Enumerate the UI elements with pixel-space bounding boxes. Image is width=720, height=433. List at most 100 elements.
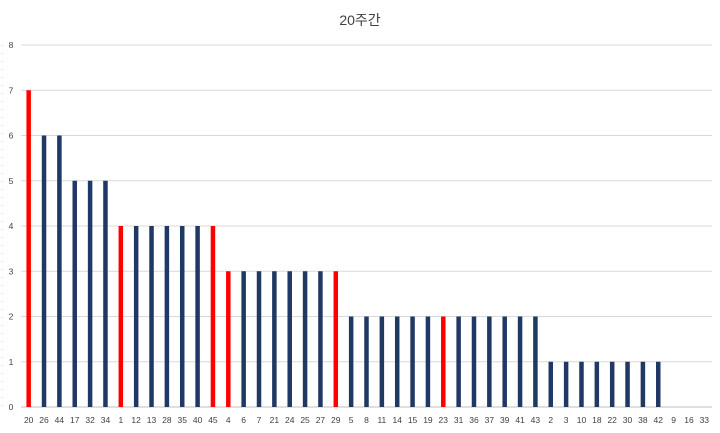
x-category-label: 38 xyxy=(638,415,648,425)
x-category-label: 29 xyxy=(331,415,341,425)
bar xyxy=(609,361,615,407)
x-category-label: 41 xyxy=(515,415,525,425)
x-category-label: 20 xyxy=(24,415,34,425)
bar xyxy=(579,361,584,407)
bar xyxy=(425,316,431,407)
x-category-label: 43 xyxy=(531,415,541,425)
bar xyxy=(272,271,277,407)
x-category-label: 3 xyxy=(564,415,569,425)
bar xyxy=(563,361,569,407)
x-category-label: 1 xyxy=(118,415,123,425)
bar xyxy=(241,271,246,407)
y-axis-tick-labels: 0 1 2 3 4 5 6 7 8 xyxy=(9,40,14,412)
x-category-label: 40 xyxy=(193,415,203,425)
x-category-label: 39 xyxy=(500,415,510,425)
x-category-label: 30 xyxy=(623,415,633,425)
x-category-label: 27 xyxy=(316,415,326,425)
y-tick-label: 0 xyxy=(9,402,14,412)
x-category-label: 6 xyxy=(241,415,246,425)
x-category-label: 9 xyxy=(671,415,676,425)
bar xyxy=(379,316,385,407)
x-category-label: 5 xyxy=(349,415,354,425)
y-tick-label: 3 xyxy=(9,266,14,276)
bar xyxy=(133,226,139,407)
x-category-label: 32 xyxy=(85,415,95,425)
bar xyxy=(364,316,369,407)
x-category-label: 45 xyxy=(208,415,218,425)
bar xyxy=(456,316,461,407)
bar xyxy=(487,316,492,407)
x-category-label: 21 xyxy=(270,415,280,425)
bar xyxy=(149,226,154,407)
bar xyxy=(87,180,93,407)
bar xyxy=(164,226,170,407)
y-tick-label: 4 xyxy=(9,221,14,231)
bar xyxy=(226,271,231,407)
x-category-label: 36 xyxy=(469,415,479,425)
x-category-label: 35 xyxy=(177,415,187,425)
x-category-label: 24 xyxy=(285,415,295,425)
bar xyxy=(502,316,507,407)
x-category-label: 17 xyxy=(70,415,80,425)
bar xyxy=(594,361,600,407)
x-category-label: 42 xyxy=(654,415,664,425)
x-category-label: 8 xyxy=(364,415,369,425)
bar xyxy=(256,271,262,407)
bar xyxy=(333,271,339,407)
x-category-label: 13 xyxy=(147,415,157,425)
x-axis-category-labels: 20 26 44 17 32 34 1 12 13 28 35 40 45 4 6 7 21 24 25 27 29 5 8… xyxy=(24,415,709,425)
bar xyxy=(517,316,523,407)
bar xyxy=(302,271,308,407)
bar xyxy=(348,316,354,407)
bar xyxy=(471,316,477,407)
bar xyxy=(103,180,108,407)
y-tick-label: 8 xyxy=(9,40,14,50)
x-category-label: 12 xyxy=(131,415,141,425)
x-category-label: 11 xyxy=(377,415,386,425)
x-category-label: 28 xyxy=(162,415,172,425)
bar xyxy=(57,135,62,407)
y-tick-label: 7 xyxy=(9,85,14,95)
x-category-label: 23 xyxy=(439,415,449,425)
x-category-label: 14 xyxy=(392,415,402,425)
bar xyxy=(656,361,661,407)
x-category-label: 10 xyxy=(577,415,587,425)
x-category-label: 19 xyxy=(423,415,433,425)
bar xyxy=(210,226,216,407)
x-category-label: 2 xyxy=(548,415,553,425)
x-category-label: 22 xyxy=(607,415,617,425)
bar xyxy=(318,271,323,407)
x-category-label: 4 xyxy=(226,415,231,425)
x-category-label: 37 xyxy=(485,415,495,425)
bar xyxy=(41,135,47,407)
bar xyxy=(394,316,400,407)
x-category-label: 33 xyxy=(700,415,710,425)
gridlines xyxy=(1,44,712,408)
bar xyxy=(410,316,415,407)
y-tick-label: 5 xyxy=(9,176,14,186)
bar xyxy=(441,316,446,407)
bar xyxy=(548,361,554,407)
x-category-label: 26 xyxy=(39,415,49,425)
x-category-label: 16 xyxy=(684,415,694,425)
bar xyxy=(26,90,31,407)
x-category-label: 7 xyxy=(257,415,262,425)
y-tick-label: 2 xyxy=(9,312,14,322)
x-category-label: 15 xyxy=(408,415,418,425)
x-category-label: 18 xyxy=(592,415,602,425)
bar xyxy=(533,316,538,407)
x-category-label: 31 xyxy=(454,415,464,425)
y-tick-label: 1 xyxy=(9,357,14,367)
bar xyxy=(118,226,124,407)
bars xyxy=(26,90,661,407)
bar xyxy=(72,180,77,407)
y-tick-label: 6 xyxy=(9,131,14,141)
bar xyxy=(625,361,630,407)
bar xyxy=(287,271,292,407)
chart-title: 20주간 xyxy=(339,12,380,28)
x-category-label: 25 xyxy=(300,415,310,425)
bar xyxy=(179,226,185,407)
bar xyxy=(640,361,646,407)
bar xyxy=(195,226,200,407)
